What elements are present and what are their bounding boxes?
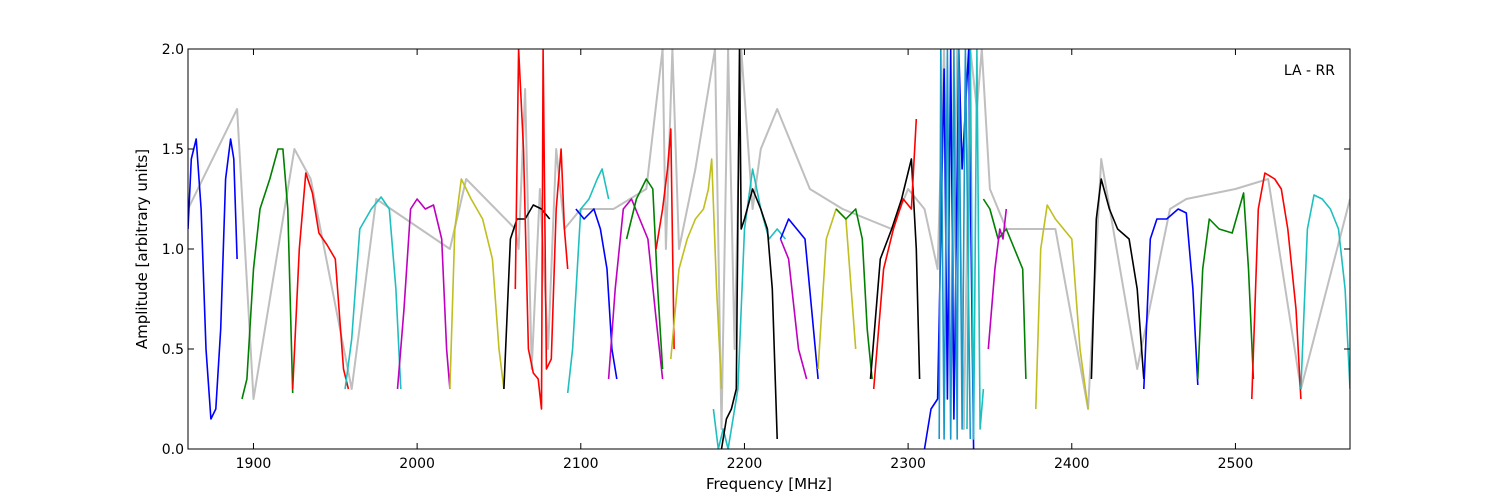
series-line-red-7 — [514, 49, 569, 410]
series-line-red-31 — [1251, 172, 1302, 400]
x-tick-label: 2300 — [890, 456, 926, 472]
series-line-red-12 — [655, 128, 675, 350]
series-line-blue-0 — [188, 138, 238, 420]
axes-layer: 1900 2000 2100 2200 2300 2400 2500 0.0 0.5 1.0 1.5… — [162, 42, 1350, 472]
series-line-cyan-8 — [566, 168, 610, 394]
series-line-red-2 — [291, 172, 350, 390]
series-line-cyan-24 — [966, 49, 985, 440]
y-tick-label: 1.5 — [162, 142, 184, 158]
series-line-black-20 — [869, 158, 921, 380]
series-line-green-25 — [982, 198, 1027, 380]
series-line-red-21 — [872, 118, 918, 390]
x-tick-label: 2000 — [399, 456, 435, 472]
series-line-teal-23 — [938, 49, 972, 440]
series-line-green-30 — [1197, 192, 1255, 380]
series-line-green-11 — [625, 178, 664, 370]
x-tick-label: 2200 — [727, 456, 763, 472]
x-tick-label: 2100 — [563, 456, 599, 472]
series-line-gray — [188, 49, 1350, 430]
data-layer — [188, 49, 1350, 449]
series-line-blue-29 — [1143, 208, 1199, 390]
series-line-green-19 — [835, 208, 873, 380]
series-line-magenta-26 — [987, 208, 1008, 350]
series-line-blue-16 — [779, 218, 819, 380]
series-line-black-28 — [1090, 178, 1145, 380]
x-tick-label: 1900 — [236, 456, 272, 472]
annotation-label: LA - RR — [1284, 63, 1335, 79]
series-line-cyan-3 — [344, 196, 402, 390]
y-tick-label: 0.0 — [162, 442, 184, 458]
series-line-olive-5 — [449, 178, 505, 390]
series-line-magenta-10 — [607, 198, 664, 380]
series-line-black-15 — [720, 49, 778, 449]
y-tick-label: 0.5 — [162, 342, 184, 358]
series-line-green-1 — [241, 148, 294, 400]
y-tick-label: 1.0 — [162, 242, 184, 258]
x-tick-label: 2400 — [1054, 456, 1090, 472]
y-tick-label: 2.0 — [162, 42, 184, 58]
series-line-magenta-4 — [396, 198, 451, 390]
x-tick-label: 2500 — [1218, 456, 1254, 472]
series-line-cyan-14 — [712, 168, 787, 449]
series-line-olive-27 — [1035, 204, 1089, 410]
series-line-magenta-17 — [779, 238, 808, 380]
x-axis-label: Frequency [MHz] — [706, 475, 832, 493]
series-line-cyan-32 — [1300, 194, 1350, 390]
series-line-olive-13 — [670, 158, 723, 390]
series-line-blue-9 — [575, 208, 618, 380]
y-axis-label: Amplitude [arbitrary units] — [133, 149, 151, 349]
